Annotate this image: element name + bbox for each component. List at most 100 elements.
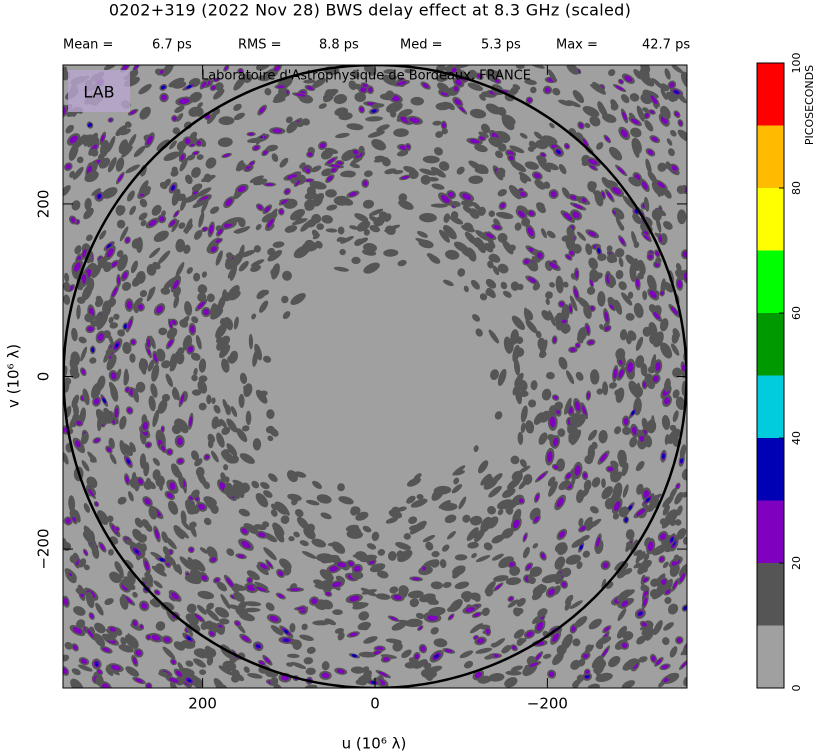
texture-blob <box>393 595 402 600</box>
texture-blob <box>565 234 576 252</box>
texture-blob <box>311 538 327 548</box>
texture-blob <box>669 424 677 431</box>
texture-blob <box>251 480 260 489</box>
texture-blob <box>604 326 610 331</box>
texture-blob <box>175 261 185 278</box>
texture-blob <box>69 135 78 144</box>
texture-blob <box>123 372 130 386</box>
texture-blob <box>190 325 195 334</box>
colorbar-tick-label: 100 <box>790 53 803 74</box>
texture-blob <box>305 168 311 173</box>
texture-blob <box>622 111 627 121</box>
texture-blob <box>663 281 674 293</box>
texture-blob <box>542 135 558 145</box>
texture-blob <box>350 571 364 580</box>
texture-blob <box>75 440 81 448</box>
texture-blob <box>100 134 105 143</box>
texture-blob <box>197 301 205 309</box>
texture-blob <box>664 378 671 392</box>
colorbar-level <box>757 313 784 376</box>
texture-blob <box>129 110 137 115</box>
texture-blob <box>95 295 102 302</box>
texture-blob <box>561 567 572 578</box>
texture-blob <box>584 122 591 129</box>
texture-blob <box>191 183 203 192</box>
texture-blob <box>71 327 78 342</box>
texture-blob <box>74 245 82 255</box>
texture-blob <box>462 193 472 200</box>
texture-blob <box>224 66 229 71</box>
colorbar-level <box>757 563 784 626</box>
texture-blob <box>156 139 171 152</box>
texture-blob <box>582 550 591 558</box>
texture-blob <box>435 131 443 138</box>
texture-blob <box>498 132 511 142</box>
texture-blob <box>570 659 581 670</box>
texture-blob <box>614 299 623 315</box>
texture-blob <box>219 318 226 326</box>
texture-blob <box>91 347 95 353</box>
texture-blob <box>604 498 615 510</box>
texture-blob <box>65 164 71 170</box>
texture-blob <box>118 644 134 653</box>
texture-blob <box>472 314 481 322</box>
texture-blob <box>117 329 126 337</box>
texture-blob <box>504 677 518 688</box>
stat-label: Max = <box>556 38 598 53</box>
texture-blob <box>669 487 677 499</box>
texture-blob <box>527 570 535 580</box>
texture-blob <box>146 135 153 145</box>
texture-blob <box>449 614 454 620</box>
texture-blob <box>378 671 388 677</box>
texture-blob <box>497 263 509 274</box>
texture-blob <box>95 602 104 616</box>
texture-blob <box>224 482 235 498</box>
texture-blob <box>484 581 496 594</box>
texture-blob <box>596 388 604 395</box>
texture-blob <box>497 107 507 116</box>
texture-blob <box>186 154 196 161</box>
texture-blob <box>430 167 446 178</box>
texture-blob <box>303 657 314 665</box>
colorbar-label: PICOSECONDS <box>803 65 815 145</box>
texture-blob <box>160 287 171 295</box>
texture-blob <box>575 270 579 279</box>
texture-blob <box>616 625 628 639</box>
texture-blob <box>438 161 450 171</box>
texture-blob <box>474 671 482 679</box>
texture-blob <box>573 203 584 209</box>
texture-blob <box>271 503 278 511</box>
texture-blob <box>116 205 126 216</box>
texture-blob <box>140 624 144 629</box>
texture-blob <box>633 549 643 556</box>
texture-blob <box>622 426 632 435</box>
texture-blob <box>670 537 674 543</box>
texture-blob <box>312 480 322 489</box>
logo: LAB <box>83 83 114 102</box>
texture-blob <box>503 290 512 298</box>
texture-blob <box>87 326 94 332</box>
texture-blob <box>91 264 102 279</box>
texture-blob <box>569 250 574 256</box>
texture-blob <box>566 473 572 479</box>
texture-blob <box>287 653 300 659</box>
texture-blob <box>566 100 581 108</box>
texture-blob <box>662 221 673 230</box>
colorbar-tick-label: 20 <box>790 556 803 570</box>
texture-blob <box>173 525 185 540</box>
texture-blob <box>393 128 409 138</box>
texture-blob <box>385 90 395 100</box>
texture-blob <box>146 442 151 447</box>
texture-blob <box>311 192 325 206</box>
texture-blob <box>224 476 230 483</box>
texture-blob <box>255 493 269 508</box>
texture-blob <box>420 174 431 185</box>
texture-blob <box>301 551 317 559</box>
y-axis-label: v (10⁶ λ) <box>5 344 23 408</box>
texture-blob <box>115 125 128 137</box>
texture-blob <box>168 500 179 515</box>
texture-blob <box>518 465 531 474</box>
texture-blob <box>588 618 602 630</box>
texture-blob <box>622 195 635 210</box>
texture-blob <box>433 638 448 648</box>
